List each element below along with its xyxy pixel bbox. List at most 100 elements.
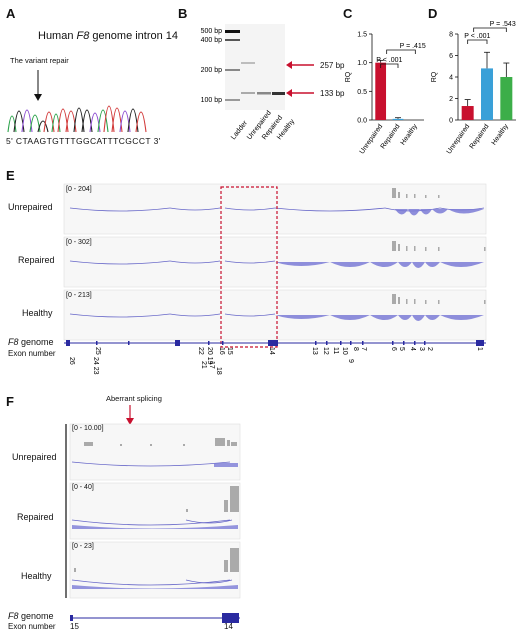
ladder-mark-400: 400 bp: [201, 37, 223, 44]
panel-e-browser: [63, 183, 487, 348]
arrow-257-head: [286, 61, 292, 69]
track-range-healthy: [0 - 213]: [66, 292, 92, 299]
panel-f-browser: [65, 405, 241, 623]
track-f-unrepaired: [69, 423, 241, 481]
d-sig-bracket-1: [467, 39, 488, 44]
panel-a-title-suffix: genome intron 14: [89, 30, 179, 42]
panel-a-title-prefix: Human: [38, 30, 77, 42]
ladder-mark-200: 200 bp: [201, 67, 223, 74]
genome-gene-e: F8: [8, 337, 19, 347]
track-f-repaired: [69, 482, 241, 540]
exon-label-15: 15: [70, 622, 79, 631]
exon-numbers-e: 26 25 24 23 22 21 20 19 17 18 16 15 14 1…: [68, 347, 483, 375]
coverage-fill-2: [275, 262, 484, 268]
coverage-fill-3: [275, 315, 484, 321]
exon-21: 21: [200, 361, 207, 369]
d-bar-repaired: [481, 68, 493, 120]
exon-25: 25: [94, 347, 101, 355]
exon-24-23: 24 23: [92, 357, 99, 375]
track-unrepaired: [63, 183, 487, 235]
genome-suffix-f: genome: [18, 611, 54, 621]
panel-a-title-gene: F8: [76, 30, 90, 42]
track-range-repaired: [0 - 302]: [66, 239, 92, 246]
exon-12: 12: [322, 347, 329, 355]
genome-gene-f: F8: [8, 611, 19, 621]
arrow-133-head: [286, 89, 292, 97]
track-f-range-repaired: [0 - 40]: [72, 484, 94, 491]
genome-label-e: F8 genome: [8, 337, 54, 347]
exon-8: 8: [352, 347, 359, 351]
aberrant-arrow-head: [126, 418, 134, 425]
c-sig-bracket-1: [380, 63, 399, 68]
gel-image: 500 bp 400 bp 200 bp 100 bp Ladder Unrep…: [201, 24, 314, 141]
d-ytick-label-3: 6: [449, 53, 453, 60]
panel-f-letter: F: [6, 394, 14, 409]
d-ytick-label-4: 8: [449, 32, 453, 39]
d-xtick-repaired: Repaired: [469, 123, 491, 150]
band-label-133: 133 bp: [320, 89, 345, 98]
coverage-bars-f1: [84, 438, 237, 446]
junction-arcs-3: [69, 313, 276, 318]
exon14-block: [222, 613, 239, 623]
exon-18: 18: [215, 367, 222, 375]
gel-background: [225, 24, 285, 110]
track-f-label-unrepaired: Unrepaired: [12, 452, 57, 462]
genome-label-f: F8 genome: [8, 611, 54, 621]
exon-5: 5: [398, 347, 405, 351]
c-bar-repaired: [392, 118, 404, 120]
exon-10: 10: [341, 347, 348, 355]
track-label-repaired: Repaired: [18, 255, 55, 265]
c-ytick-label-3: 1.5: [357, 32, 367, 39]
exon-number-label-f: Exon number: [8, 622, 56, 631]
c-ytick-label-0: 0.0: [357, 118, 367, 125]
d-ylabel: RQ: [431, 71, 438, 82]
chromatogram-peaks: [7, 105, 147, 133]
track-repaired: [63, 236, 487, 288]
unrepaired-133-band: [241, 92, 255, 94]
d-sig-bracket-2: [473, 27, 507, 32]
band-label-257: 257 bp: [320, 61, 345, 70]
panel-c-letter: C: [343, 6, 353, 21]
coverage-bars-f3: [74, 548, 239, 572]
unrepaired-257-band: [241, 62, 255, 64]
c-ytick-label-2: 1.0: [357, 60, 367, 67]
exon-26: 26: [68, 357, 75, 365]
exon-20-19: 20 19: [206, 347, 213, 365]
panel-a-title: Human F8 genome intron 14: [38, 30, 178, 42]
exon-13: 13: [311, 347, 318, 355]
exon-14: 14: [268, 347, 275, 355]
exon-6: 6: [390, 347, 397, 351]
c-ylabel: RQ: [345, 71, 352, 82]
track-range-unrepaired: [0 - 204]: [66, 186, 92, 193]
exon-label-14: 14: [224, 622, 233, 631]
exon-3: 3: [418, 347, 425, 351]
exon-blocks: [66, 340, 484, 346]
ladder-mark-100: 100 bp: [201, 97, 223, 104]
aberrant-splicing-label: Aberrant splicing: [106, 394, 162, 403]
variant-repair-label: The variant repair: [10, 56, 69, 65]
exon-16: 16: [218, 347, 225, 355]
d-xtick-healthy: Healthy: [491, 123, 511, 147]
exon15-block: [70, 615, 73, 621]
c-xtick-healthy: Healthy: [400, 123, 420, 147]
c-ytick-label-1: 0.5: [357, 89, 367, 96]
d-bar-healthy: [500, 77, 513, 120]
repaired-133-band: [257, 92, 271, 95]
ladder-mark-500: 500 bp: [201, 28, 223, 35]
exon-15: 15: [226, 347, 233, 355]
c-sig-label-1: P < .001: [376, 57, 402, 64]
track-f-range-unrepaired: [0 - 10.00]: [72, 425, 104, 432]
exon-7: 7: [360, 347, 367, 351]
intron14-highlight-box: [220, 186, 278, 348]
c-sig-bracket-2: [386, 49, 416, 54]
healthy-133-band: [272, 92, 285, 95]
dna-sequence: 5' CTAAGTGTTTGGCATTTCGCCT 3': [6, 136, 161, 146]
track-f-label-healthy: Healthy: [21, 571, 52, 581]
exon-11: 11: [332, 347, 339, 354]
d-ytick-label-1: 2: [449, 96, 453, 103]
exon-17: 17: [208, 361, 215, 369]
junction-arcs-2: [69, 260, 276, 265]
exon-22: 22: [197, 347, 204, 355]
d-ytick-label-0: 0: [449, 118, 453, 125]
